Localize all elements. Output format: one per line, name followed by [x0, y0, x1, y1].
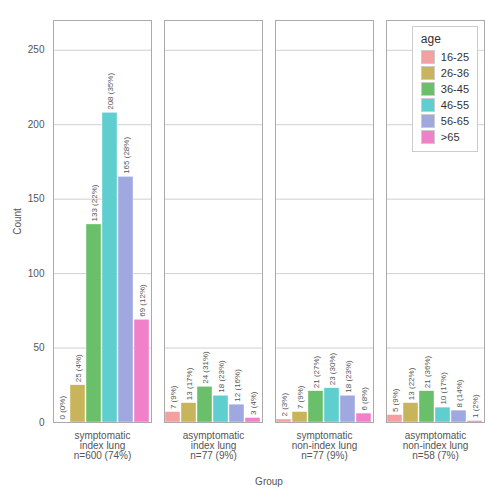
svg-text:133 (22%): 133 (22%)	[90, 184, 99, 221]
svg-text:0 (0%): 0 (0%)	[58, 396, 67, 420]
svg-text:18 (23%): 18 (23%)	[217, 360, 226, 393]
svg-text:3 (4%): 3 (4%)	[249, 391, 258, 415]
svg-text:250: 250	[28, 44, 45, 55]
svg-text:5 (9%): 5 (9%)	[391, 388, 400, 412]
svg-text:13 (17%): 13 (17%)	[185, 367, 194, 400]
svg-text:13 (22%): 13 (22%)	[407, 367, 416, 400]
html-text:16-25: 16-25	[440, 51, 469, 63]
svg-text:23 (30%): 23 (30%)	[328, 352, 337, 385]
svg-text:165 (28%): 165 (28%)	[122, 137, 131, 174]
svg-text:24 (31%): 24 (31%)	[201, 351, 210, 384]
svg-text:asymptomaticindex lungn=77 (9%: asymptomaticindex lungn=77 (9%)	[183, 430, 245, 461]
svg-text:21 (36%): 21 (36%)	[423, 355, 432, 388]
svg-text:100: 100	[28, 268, 45, 279]
html-text:>65: >65	[440, 131, 460, 143]
svg-text:Count: Count	[12, 208, 23, 235]
svg-text:Group: Group	[255, 476, 283, 487]
svg-text:8 (14%): 8 (14%)	[455, 379, 464, 407]
html-text:36-45: 36-45	[440, 83, 469, 95]
html-text:age: age	[420, 32, 441, 46]
svg-text:12 (16%): 12 (16%)	[233, 369, 242, 402]
svg-text:7 (9%): 7 (9%)	[296, 385, 305, 409]
svg-text:6 (8%): 6 (8%)	[360, 387, 369, 411]
svg-text:symptomaticindex lungn=600 (74: symptomaticindex lungn=600 (74%)	[74, 430, 132, 461]
svg-text:1 (2%): 1 (2%)	[471, 394, 480, 418]
svg-text:0: 0	[39, 417, 45, 428]
svg-text:208 (35%): 208 (35%)	[106, 73, 115, 110]
svg-text:25 (4%): 25 (4%)	[74, 354, 83, 382]
svg-text:2 (3%): 2 (3%)	[280, 393, 289, 417]
svg-text:symptomaticnon-index lungn=77: symptomaticnon-index lungn=77 (9%)	[292, 430, 358, 461]
svg-text:7 (9%): 7 (9%)	[169, 385, 178, 409]
svg-text:150: 150	[28, 193, 45, 204]
svg-text:asymptomaticnon-index lungn=58: asymptomaticnon-index lungn=58 (7%)	[403, 430, 469, 461]
svg-text:69 (12%): 69 (12%)	[138, 284, 147, 317]
svg-text:200: 200	[28, 119, 45, 130]
svg-text:50: 50	[33, 342, 45, 353]
svg-text:18 (23%): 18 (23%)	[344, 360, 353, 393]
svg-text:21 (27%): 21 (27%)	[312, 355, 321, 388]
svg-text:10 (17%): 10 (17%)	[439, 372, 448, 405]
html-text:46-55: 46-55	[440, 99, 469, 111]
html-text:56-65: 56-65	[440, 115, 469, 127]
html-text:26-36: 26-36	[440, 67, 469, 79]
